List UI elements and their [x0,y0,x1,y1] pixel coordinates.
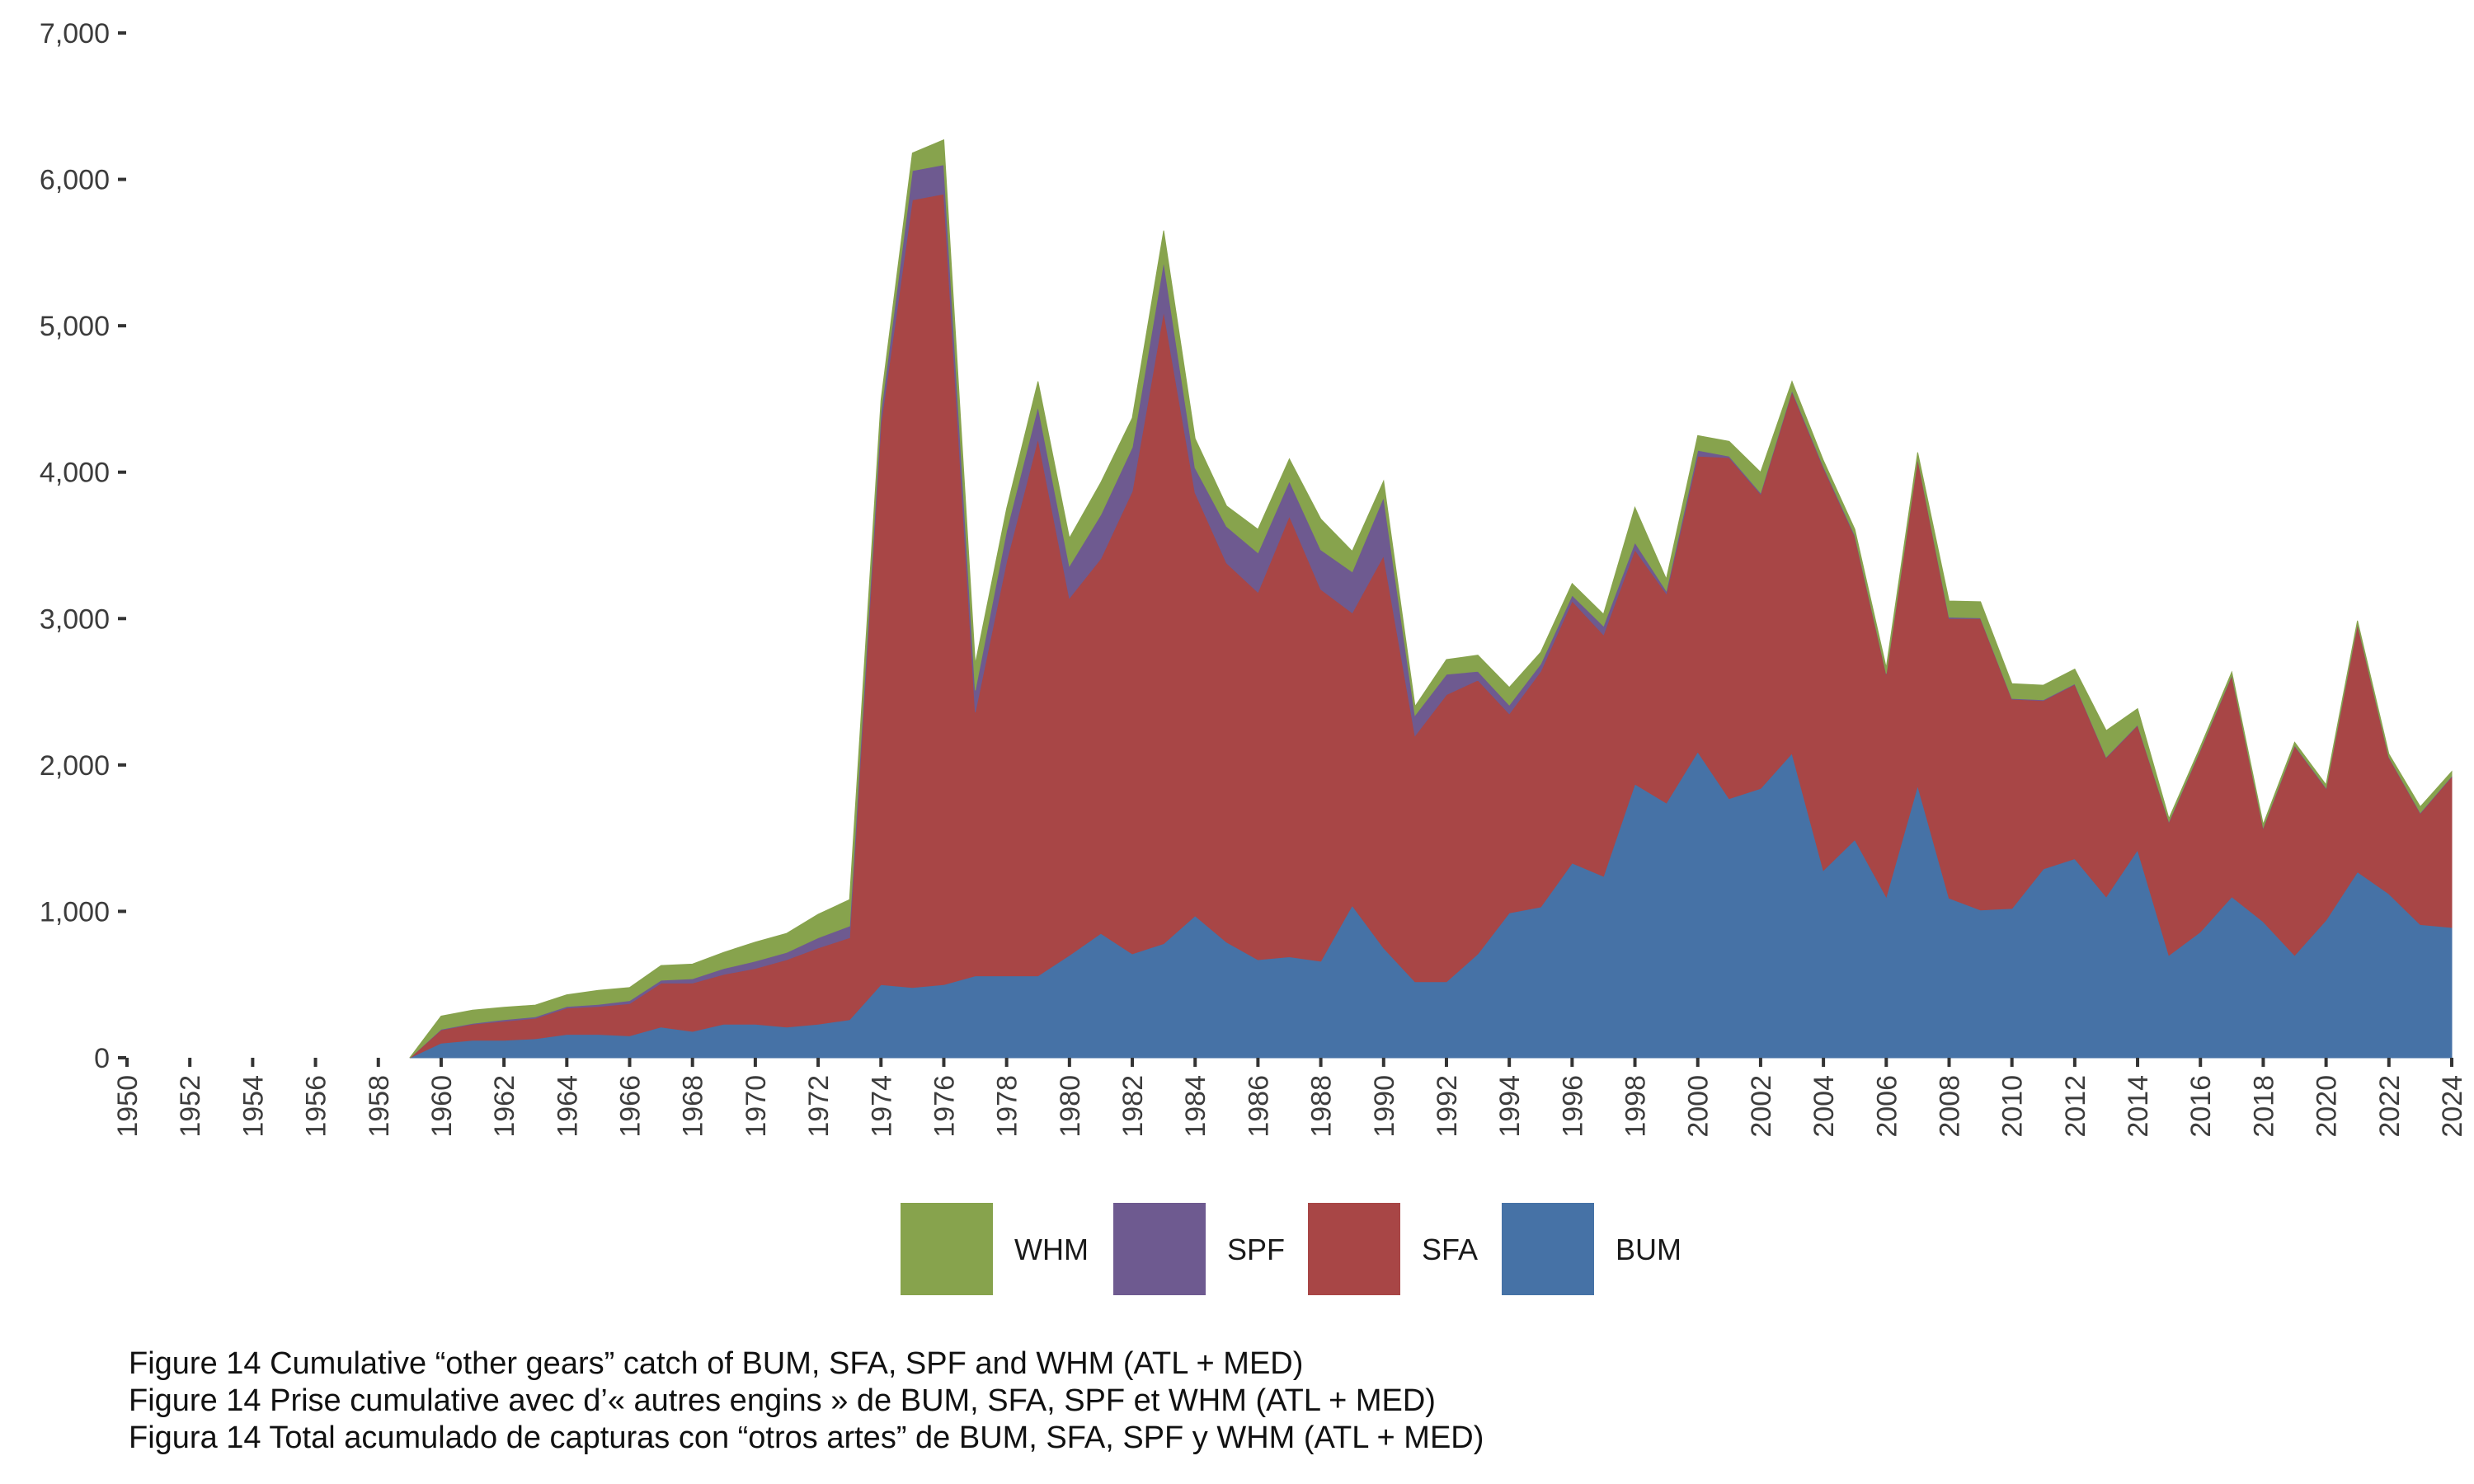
legend-swatch-bum [1502,1203,1594,1295]
x-tick-label: 1986 [1243,1075,1274,1138]
legend-item-sfa: SFA [1308,1203,1478,1295]
caption-spanish: Figura 14 Total acumulado de capturas co… [129,1421,1484,1455]
x-tick-label: 2012 [2060,1075,2091,1138]
x-tick-label: 1994 [1494,1075,1526,1138]
x-tick-label: 2020 [2312,1075,2343,1138]
x-tick-label: 1960 [426,1075,458,1138]
legend-label: SPF [1227,1233,1285,1266]
x-tick-label: 1956 [301,1075,332,1138]
x-tick-label: 1962 [489,1075,520,1138]
legend-item-spf: SPF [1113,1203,1285,1295]
x-tick-label: 1972 [803,1075,835,1138]
legend-label: BUM [1616,1233,1681,1266]
x-tick-label: 2022 [2374,1075,2406,1138]
x-tick-label: 2000 [1683,1075,1714,1138]
x-tick-label: 2002 [1746,1075,1777,1138]
y-tick-label: 2,000 [40,750,110,782]
x-tick-label: 2008 [1934,1075,1965,1138]
legend-label: WHM [1014,1233,1089,1266]
x-tick-label: 1988 [1306,1075,1338,1138]
x-tick-label: 1952 [175,1075,206,1138]
x-tick-label: 1992 [1432,1075,1463,1138]
x-tick-label: 1998 [1620,1075,1652,1138]
y-tick-label: 7,000 [40,18,110,49]
x-tick-label: 1966 [615,1075,647,1138]
x-tick-label: 1978 [992,1075,1023,1138]
legend-swatch-spf [1113,1203,1206,1295]
area-series-whm [409,139,2453,1059]
x-tick-label: 2016 [2185,1075,2217,1138]
x-tick-label: 1996 [1557,1075,1588,1138]
legend-item-bum: BUM [1502,1203,1681,1295]
legend: WHM SPF SFA BUM [901,1203,1681,1295]
x-tick-label: 1958 [364,1075,395,1138]
x-tick-label: 1976 [929,1075,960,1138]
x-tick-label: 1950 [112,1075,143,1138]
x-tick-label: 1974 [866,1075,897,1138]
x-tick-label: 1990 [1369,1075,1400,1138]
y-tick-label: 3,000 [40,603,110,635]
area-layers [409,139,2453,1059]
x-tick-label: 1964 [552,1075,583,1138]
y-tick-label: 5,000 [40,311,110,342]
y-tick-label: 1,000 [40,896,110,928]
x-tick-label: 1968 [678,1075,709,1138]
x-tick-label: 1954 [238,1075,269,1138]
y-tick-label: 0 [94,1043,110,1074]
x-tick-label: 1984 [1180,1075,1211,1138]
legend-label: SFA [1422,1233,1478,1266]
y-tick-label: 4,000 [40,458,110,489]
x-tick-label: 2006 [1871,1075,1903,1138]
x-tick-label: 2024 [2437,1075,2468,1138]
legend-swatch-sfa [1308,1203,1400,1295]
caption-english: Figure 14 Cumulative “other gears” catch… [129,1346,1304,1381]
y-axis: 0 1,000 2,000 3,000 4,000 5,000 6,000 7,000 [40,18,126,1074]
x-tick-label: 1980 [1055,1075,1086,1138]
y-tick-label: 6,000 [40,165,110,196]
x-tick-label: 2018 [2248,1075,2279,1138]
figure-captions: Figure 14 Cumulative “other gears” catch… [129,1345,1484,1457]
x-tick-label: 1970 [741,1075,772,1138]
x-axis: 1950 1952 1954 1956 1958 1960 1962 1964 1966 1968… [112,1058,2468,1138]
legend-item-whm: WHM [901,1203,1089,1295]
x-tick-label: 2014 [2123,1075,2154,1138]
x-tick-label: 1982 [1117,1075,1149,1138]
x-tick-label: 2004 [1808,1075,1840,1138]
caption-french: Figure 14 Prise cumulative avec d’« autr… [129,1383,1436,1418]
x-tick-label: 2010 [1997,1075,2029,1138]
legend-swatch-whm [901,1203,993,1295]
